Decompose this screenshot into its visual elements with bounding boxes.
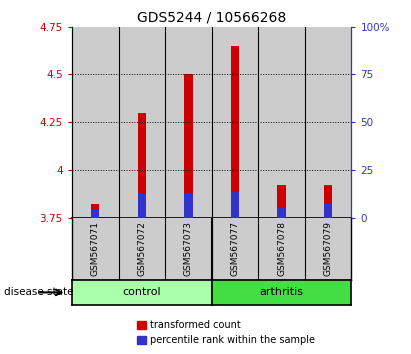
Text: GDS5244 / 10566268: GDS5244 / 10566268 bbox=[137, 11, 286, 25]
Bar bbox=[184, 194, 193, 218]
Legend: transformed count, percentile rank within the sample: transformed count, percentile rank withi… bbox=[133, 316, 319, 349]
Bar bbox=[91, 204, 99, 218]
Text: control: control bbox=[122, 287, 161, 297]
Bar bbox=[231, 193, 239, 218]
Bar bbox=[184, 74, 193, 218]
Bar bbox=[231, 46, 239, 218]
Bar bbox=[258, 27, 305, 218]
Bar bbox=[165, 27, 212, 218]
Bar bbox=[138, 194, 146, 218]
Bar bbox=[212, 27, 258, 218]
Bar bbox=[72, 27, 118, 218]
Text: GSM567071: GSM567071 bbox=[91, 221, 100, 276]
Text: disease state: disease state bbox=[4, 287, 74, 297]
Bar bbox=[138, 113, 146, 218]
Text: arthritis: arthritis bbox=[259, 287, 304, 297]
Bar bbox=[91, 210, 99, 218]
Text: GSM567079: GSM567079 bbox=[323, 221, 332, 276]
Text: GSM567073: GSM567073 bbox=[184, 221, 193, 276]
Text: GSM567078: GSM567078 bbox=[277, 221, 286, 276]
Bar bbox=[305, 27, 351, 218]
Text: GSM567077: GSM567077 bbox=[231, 221, 240, 276]
Bar bbox=[118, 27, 165, 218]
Bar bbox=[324, 185, 332, 218]
Bar bbox=[277, 185, 286, 218]
Text: GSM567072: GSM567072 bbox=[137, 221, 146, 276]
Bar bbox=[324, 204, 332, 218]
Bar bbox=[277, 208, 286, 218]
